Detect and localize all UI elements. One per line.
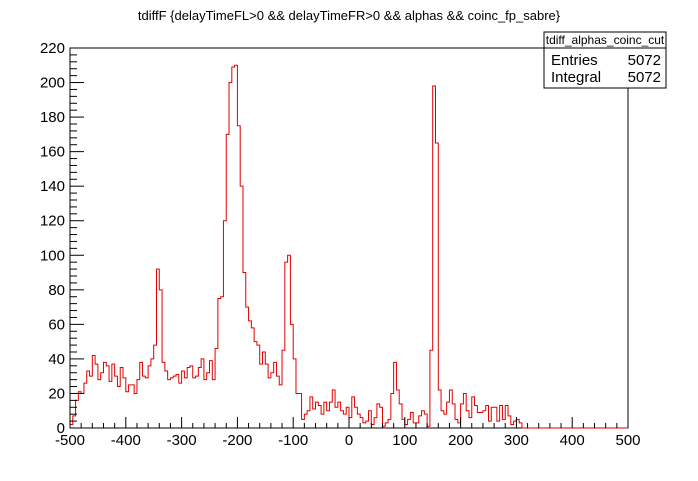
y-tick-label: 120 (40, 213, 65, 230)
y-tick-label: 60 (48, 316, 65, 333)
x-tick-label: 300 (504, 432, 529, 449)
stats-integral-label: Integral (551, 69, 601, 86)
stats-integral-value: 5072 (628, 69, 661, 86)
x-tick-label: 200 (448, 432, 473, 449)
x-tick-label: -100 (278, 432, 308, 449)
x-tick-label: 400 (560, 432, 585, 449)
stats-box-frame (543, 31, 667, 89)
x-tick-label: -300 (167, 432, 197, 449)
y-tick-label: 160 (40, 144, 65, 161)
y-tick-label: 200 (40, 75, 65, 92)
stats-entries-value: 5072 (628, 52, 661, 69)
stats-box: tdiff_alphas_coinc_cut Entries 5072 Inte… (543, 31, 667, 89)
stats-box-title: tdiff_alphas_coinc_cut (546, 33, 665, 47)
y-tick-label: 20 (48, 385, 65, 402)
x-tick-label: 100 (392, 432, 417, 449)
x-tick-label: 500 (615, 432, 640, 449)
stats-entries-label: Entries (551, 52, 598, 69)
y-tick-label: 220 (40, 40, 65, 57)
y-tick-label: 0 (57, 420, 65, 437)
histogram-series-line (69, 64, 628, 429)
x-tick-label: -200 (222, 432, 252, 449)
y-tick-label: 80 (48, 282, 65, 299)
y-tick-label: 40 (48, 351, 65, 368)
y-tick-label: 180 (40, 109, 65, 126)
plot-area: -500 -400 -300 -200 -100 0 100 200 300 400 500 0 20… (40, 40, 641, 449)
x-tick-label: 0 (345, 432, 353, 449)
plot-title: tdiffF {delayTimeFL>0 && delayTimeFR>0 &… (138, 8, 561, 23)
y-axis: 0 20 40 60 80 100 120 140 160 180 200 220 (40, 40, 84, 437)
x-axis: -500 -400 -300 -200 -100 0 100 200 300 400 500 (55, 417, 641, 449)
y-tick-label: 140 (40, 178, 65, 195)
y-tick-label: 100 (40, 247, 65, 264)
x-tick-label: -400 (111, 432, 141, 449)
x-tick-label: -500 (55, 432, 85, 449)
